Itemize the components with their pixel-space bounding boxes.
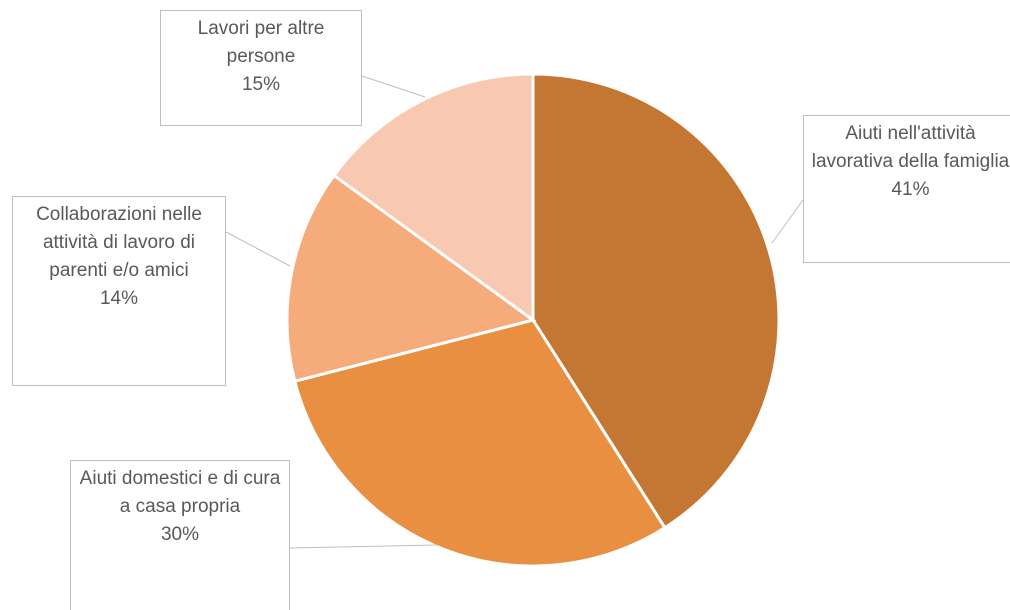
chart: Aiuti nell'attività lavorativa della fam…	[0, 0, 1010, 610]
category-label: Aiuti nell'attività lavorativa della fam…	[810, 120, 1010, 176]
leader-line	[362, 76, 425, 97]
data-label: Collaborazioni nelle attività di lavoro …	[12, 196, 226, 386]
leader-line	[290, 545, 437, 548]
value-label: 15%	[167, 71, 355, 99]
leader-line	[226, 232, 290, 266]
data-label: Aiuti domestici e di cura a casa propria…	[70, 460, 290, 610]
leader-line	[772, 200, 803, 243]
category-label: Aiuti domestici e di cura a casa propria	[77, 465, 283, 521]
data-label: Aiuti nell'attività lavorativa della fam…	[803, 115, 1010, 263]
value-label: 41%	[810, 176, 1010, 204]
category-label: Collaborazioni nelle attività di lavoro …	[19, 201, 219, 285]
value-label: 30%	[77, 521, 283, 549]
value-label: 14%	[19, 285, 219, 313]
data-label: Lavori per altre persone15%	[160, 10, 362, 126]
category-label: Lavori per altre persone	[167, 15, 355, 71]
